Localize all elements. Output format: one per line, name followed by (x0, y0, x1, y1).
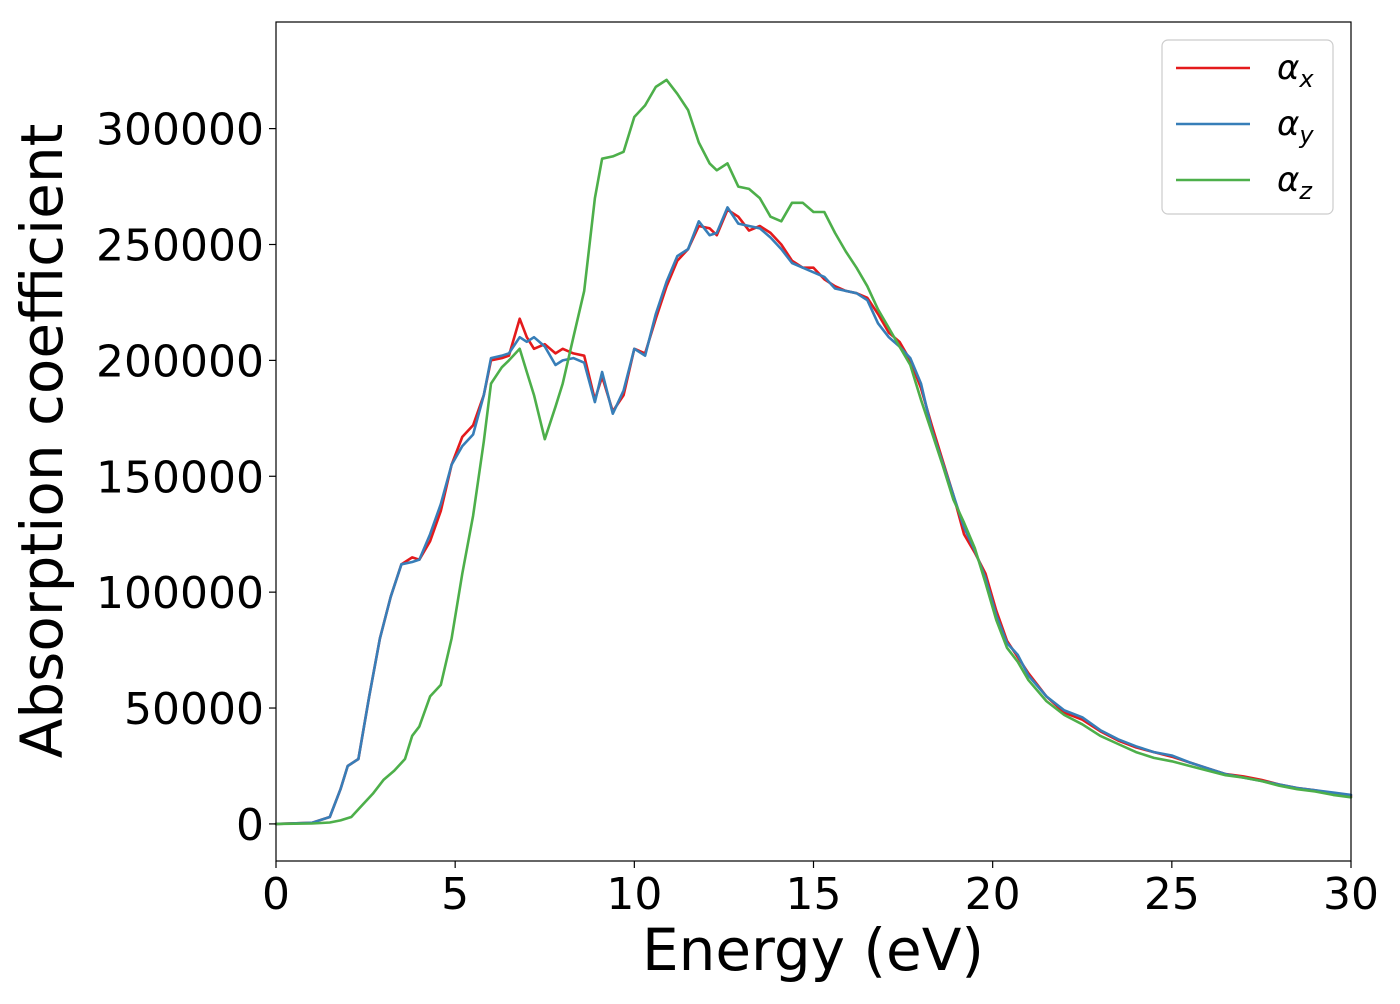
y-tick-label: 200000 (96, 336, 264, 387)
y-tick-label: 300000 (96, 105, 264, 156)
series-layer (274, 78, 1353, 826)
series-line-z (274, 78, 1353, 826)
x-tick-label: 0 (262, 869, 290, 920)
y-tick-label: 150000 (96, 452, 264, 503)
x-axis-ticks: 0 5 10 15 20 25 30 (262, 861, 1379, 920)
legend-label-z: αz (1277, 160, 1313, 205)
legend-box (1161, 39, 1334, 215)
x-tick-label: 15 (786, 869, 842, 920)
x-tick-label: 20 (965, 869, 1021, 920)
y-tick-label: 100000 (96, 568, 264, 619)
x-tick-label: 10 (606, 869, 662, 920)
series-line-x (274, 208, 1353, 826)
y-tick-label: 0 (236, 800, 264, 851)
series-line-y (274, 206, 1353, 826)
y-tick-label: 250000 (96, 220, 264, 271)
y-axis-title: Absorption coefficient (8, 124, 76, 759)
x-tick-label: 30 (1323, 869, 1379, 920)
x-axis-title: Energy (eV) (642, 916, 984, 984)
x-tick-label: 5 (441, 869, 469, 920)
y-tick-label: 50000 (124, 684, 264, 735)
x-tick-label: 25 (1144, 869, 1200, 920)
y-axis-ticks: 0 50000 100000 150000 200000 250000 300000 (96, 105, 276, 851)
